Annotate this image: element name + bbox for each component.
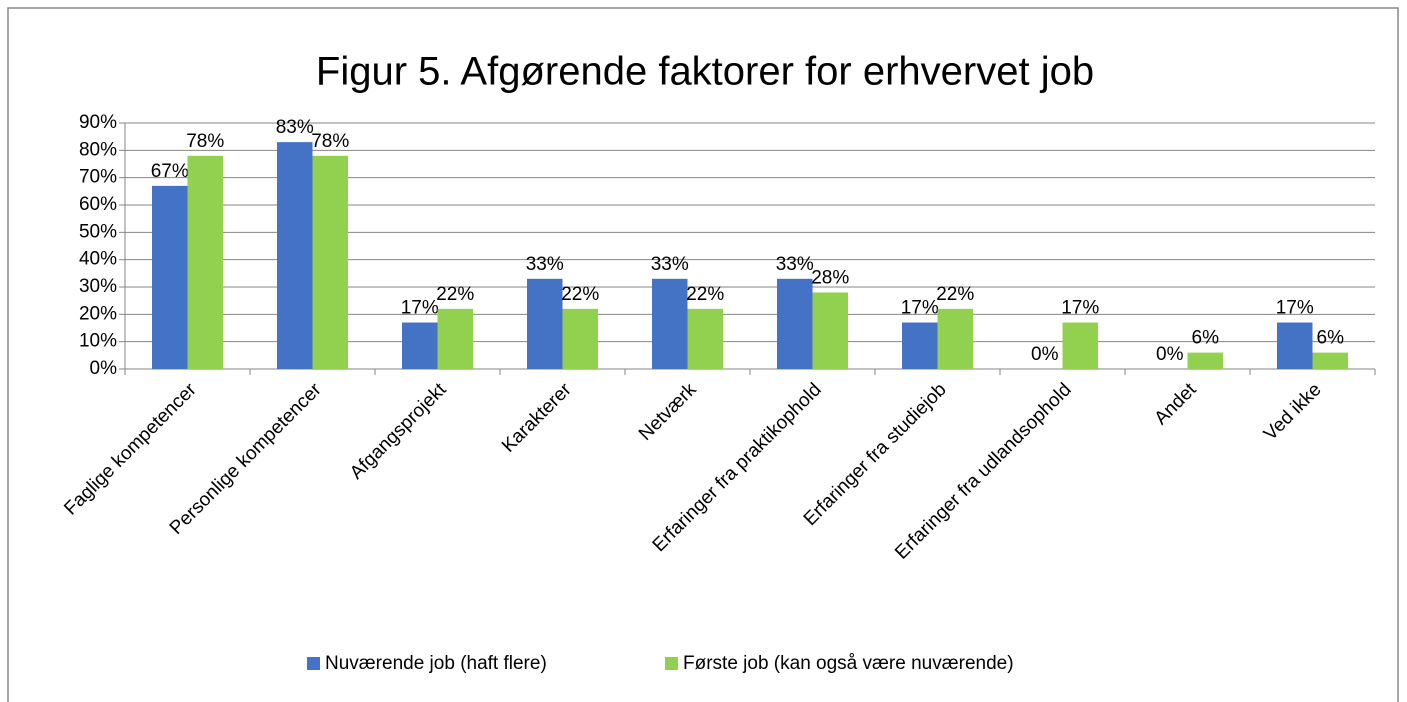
data-label: 6% [1192, 328, 1220, 349]
bar [187, 155, 223, 369]
bar [937, 308, 973, 369]
y-tick-label: 60% [79, 194, 117, 215]
bar [777, 278, 813, 369]
bar [1312, 352, 1348, 369]
data-label: 22% [436, 284, 474, 305]
chart-title: Figur 5. Afgørende faktorer for erhverve… [316, 50, 1094, 94]
data-label: 17% [1061, 298, 1099, 319]
data-label: 78% [311, 131, 349, 152]
bar [402, 322, 438, 369]
y-tick-label: 30% [79, 276, 117, 297]
data-label: 22% [686, 284, 724, 305]
data-label: 67% [151, 161, 189, 182]
legend-swatch [307, 657, 320, 670]
bar [902, 322, 938, 369]
data-label: 6% [1317, 328, 1345, 349]
bar [1062, 322, 1098, 369]
data-label: 78% [186, 131, 224, 152]
data-label: 17% [1276, 298, 1314, 319]
data-label: 22% [936, 284, 974, 305]
y-tick-label: 0% [90, 358, 118, 379]
bar [437, 308, 473, 369]
data-label: 83% [276, 117, 314, 138]
data-label: 17% [401, 298, 439, 319]
bar [1277, 322, 1313, 369]
y-tick-label: 20% [79, 303, 117, 324]
data-label: 33% [526, 254, 564, 275]
bar [812, 292, 848, 369]
bar [1187, 352, 1223, 369]
data-label: 33% [776, 254, 814, 275]
y-tick-label: 90% [79, 112, 117, 133]
legend-label: Nuværende job (haft flere) [325, 653, 547, 674]
data-label: 0% [1156, 344, 1184, 365]
y-tick-label: 70% [79, 167, 117, 188]
data-label: 22% [561, 284, 599, 305]
bar [652, 278, 688, 369]
y-tick-label: 10% [79, 331, 117, 352]
data-label: 0% [1031, 344, 1059, 365]
bar [527, 278, 563, 369]
legend-label: Første job (kan også være nuværende) [683, 653, 1014, 674]
data-label: 17% [901, 298, 939, 319]
y-tick-label: 50% [79, 221, 117, 242]
data-label: 33% [651, 254, 689, 275]
legend-swatch [665, 657, 678, 670]
y-tick-label: 40% [79, 249, 117, 270]
y-tick-label: 80% [79, 139, 117, 160]
bar [312, 155, 348, 369]
data-label: 28% [811, 267, 849, 288]
bar [277, 142, 313, 369]
bar [152, 185, 188, 369]
bar [687, 308, 723, 369]
bar [562, 308, 598, 369]
